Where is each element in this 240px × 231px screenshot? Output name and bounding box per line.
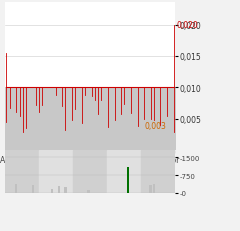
Bar: [51, 189, 54, 193]
Bar: [87, 190, 90, 193]
Bar: [153, 185, 155, 193]
Text: 0,020: 0,020: [176, 21, 198, 30]
Bar: [5, 151, 39, 193]
Bar: [39, 151, 73, 193]
Bar: [141, 151, 175, 193]
Bar: [107, 151, 141, 193]
Bar: [126, 167, 129, 193]
Bar: [73, 151, 107, 193]
Bar: [58, 186, 60, 193]
Bar: [31, 185, 34, 193]
Bar: [64, 187, 66, 193]
Text: 0,003: 0,003: [144, 122, 166, 131]
Bar: [150, 185, 152, 193]
Bar: [15, 184, 18, 193]
